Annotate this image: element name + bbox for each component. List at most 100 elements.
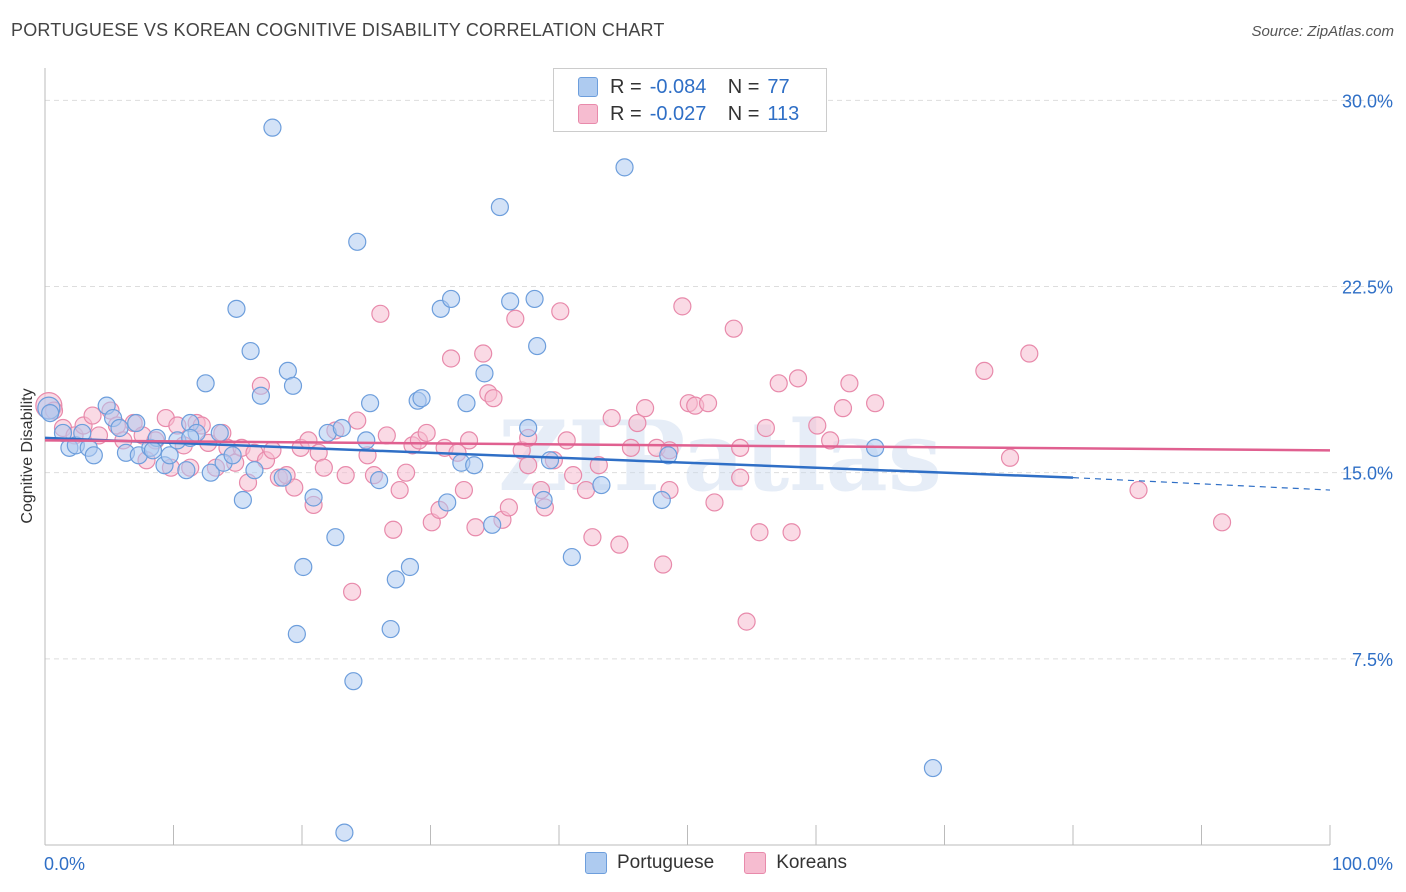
korean-point <box>833 399 853 418</box>
portuguese-point <box>287 624 306 644</box>
y-tick-label: 30.0% <box>1342 91 1393 111</box>
portuguese-point <box>177 461 196 480</box>
korean-point <box>564 466 583 485</box>
portuguese-point <box>370 471 389 490</box>
korean-point <box>1212 513 1232 532</box>
korean-point <box>840 374 859 393</box>
portuguese-point <box>525 289 544 309</box>
korean-point <box>83 406 102 425</box>
n-value: 77 <box>767 75 790 98</box>
portuguese-point <box>127 413 146 433</box>
legend-item-portuguese[interactable]: Portuguese <box>585 852 714 874</box>
korean-point <box>441 349 461 368</box>
korean-point <box>621 438 641 457</box>
portuguese-point <box>652 490 671 510</box>
portuguese-point <box>245 461 264 480</box>
x-tick-label-left: 0.0% <box>44 854 85 874</box>
y-tick-label: 7.5% <box>1352 650 1393 670</box>
stats-legend: R = -0.084 N = 77 R = -0.027 N = 113 <box>553 68 827 132</box>
korean-point <box>1020 344 1039 363</box>
korean-point <box>782 523 801 542</box>
korean-point <box>731 438 750 457</box>
legend-label: Portuguese <box>617 852 715 873</box>
korean-point <box>821 431 840 450</box>
portuguese-point <box>227 299 246 318</box>
legend-label: Koreans <box>776 852 847 873</box>
korean-point <box>484 389 503 408</box>
korean-point <box>975 361 994 380</box>
portuguese-trend-line <box>44 436 1074 479</box>
portuguese-point <box>615 158 634 177</box>
korean-point <box>348 411 367 430</box>
portuguese-point <box>400 557 420 577</box>
portuguese-point <box>412 389 431 408</box>
portuguese-point <box>592 475 611 495</box>
portuguese-point <box>335 823 354 842</box>
r-label: R = <box>610 102 642 125</box>
portuguese-trend-extension <box>1072 477 1331 491</box>
koreans-swatch <box>744 852 767 874</box>
korean-point <box>635 399 655 418</box>
legend-row-koreans: R = -0.027 N = 113 <box>578 101 799 127</box>
korean-point <box>557 431 576 450</box>
portuguese-point <box>223 446 242 465</box>
portuguese-point <box>540 451 560 470</box>
portuguese-point <box>294 557 313 577</box>
korean-point <box>788 369 808 388</box>
portuguese-point <box>386 570 405 589</box>
portuguese-point <box>143 441 163 460</box>
series-legend: Portuguese Koreans <box>585 852 877 874</box>
source-credit: Source: ZipAtlas.com <box>1251 23 1394 40</box>
korean-point <box>499 498 518 517</box>
korean-point <box>551 302 570 321</box>
portuguese-point <box>465 456 484 475</box>
trend-lines <box>44 436 1331 491</box>
axes <box>44 68 1331 846</box>
korean-point <box>506 309 525 328</box>
koreans-trend-line <box>44 439 1331 452</box>
korean-point <box>737 612 756 631</box>
korean-point <box>466 518 485 537</box>
portuguese-point <box>201 463 220 482</box>
korean-point <box>750 523 769 542</box>
portuguese-point <box>110 418 129 438</box>
portuguese-point <box>332 418 351 438</box>
portuguese-point <box>490 197 509 217</box>
korean-point <box>1129 480 1148 500</box>
korean-point <box>653 555 673 574</box>
portuguese-point <box>659 446 678 465</box>
korean-point <box>583 528 602 547</box>
korean-point <box>285 478 304 497</box>
korean-point <box>628 413 647 433</box>
korean-point <box>454 480 474 500</box>
tick-labels: 7.5% 15.0% 22.5% 30.0% 0.0% 100.0% <box>44 91 1393 874</box>
portuguese-point <box>475 364 494 383</box>
korean-point <box>384 520 403 539</box>
portuguese-point <box>438 493 457 512</box>
portuguese-point <box>251 386 270 405</box>
korean-point <box>724 319 743 338</box>
portuguese-point <box>233 490 252 510</box>
x-tick-label-right: 100.0% <box>1332 854 1393 874</box>
korean-point <box>396 463 416 482</box>
portuguese-point <box>344 672 363 691</box>
r-value: -0.027 <box>649 102 707 125</box>
korean-point <box>866 394 885 413</box>
portuguese-point <box>283 376 303 395</box>
portuguese-point <box>923 758 943 778</box>
chart-title: PORTUGUESE VS KOREAN COGNITIVE DISABILIT… <box>11 20 665 40</box>
legend-item-koreans[interactable]: Koreans <box>744 852 847 874</box>
portuguese-point <box>84 446 103 465</box>
korean-point <box>417 423 436 443</box>
korean-point <box>808 416 827 435</box>
korean-point <box>371 304 390 323</box>
portuguese-swatch <box>585 852 607 874</box>
n-value: 113 <box>767 102 800 125</box>
korean-point <box>390 480 409 500</box>
n-label: N = <box>727 102 760 125</box>
portuguese-point <box>326 528 345 547</box>
korean-point <box>519 456 538 475</box>
korean-point <box>589 456 608 475</box>
portuguese-point <box>41 403 60 423</box>
